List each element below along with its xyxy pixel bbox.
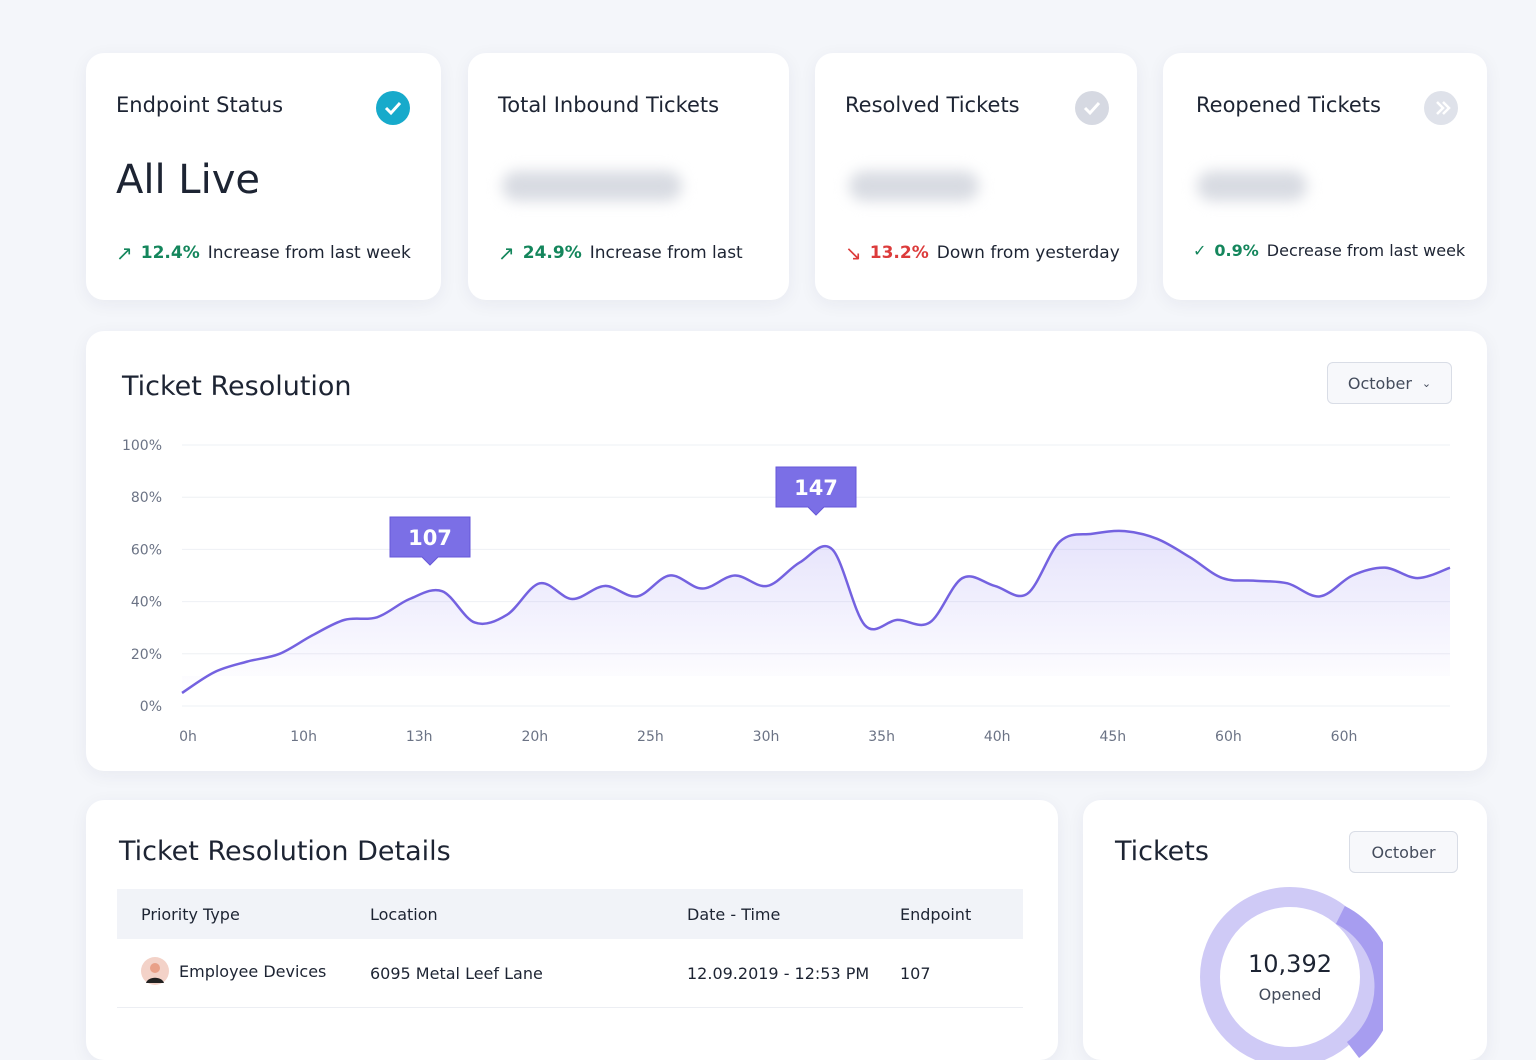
x-tick-label: 60h [1331, 729, 1358, 745]
details-card: Ticket Resolution Details Priority Type … [86, 800, 1058, 1060]
note-text: Down from yesterday [936, 243, 1120, 263]
details-table: Priority Type Location Date - Time Endpo… [117, 889, 1023, 1008]
change: 24.9% [522, 243, 582, 263]
card-note: ✓ 0.9% Decrease from last week [1193, 241, 1466, 260]
card-note: ↗ 24.9% Increase from last [498, 241, 743, 265]
card-title: Resolved Tickets [845, 93, 1020, 117]
y-tick-label: 20% [131, 647, 162, 663]
card-note: ↗ 12.4% Increase from last week [116, 241, 411, 265]
x-tick-label: 35h [868, 729, 895, 745]
row[interactable]: Employee Devices 6095 Metal Leef Lane 12… [117, 939, 1023, 1008]
x-tick-label: 20h [521, 729, 548, 745]
change: 12.4% [140, 243, 200, 263]
stat-card: Total Inbound Tickets ↗ 24.9% Increase fro… [468, 53, 789, 300]
blurred-value [849, 171, 979, 201]
status-icon [1424, 91, 1458, 125]
card-title: Total Inbound Tickets [498, 93, 720, 117]
x-tick-label: 30h [753, 729, 780, 745]
avatar [141, 957, 169, 985]
page: Endpoint Status All Live ↗ 12.4% Increase … [86, 53, 1487, 1060]
blurred-value [502, 171, 682, 201]
line-chart: 0% 20% 40% 60% 80% 100% 0h 10h 13h 20h 25h 30h 35h 40… [122, 438, 1451, 745]
tickets-title: Tickets [1115, 836, 1209, 867]
header: Priority Type [117, 889, 346, 939]
header: Date - Time [663, 889, 876, 939]
cell: 107 [876, 939, 1023, 1008]
callout-box [775, 466, 857, 516]
x-tick-label: 0h [179, 729, 197, 745]
stat-card: Reopened Tickets ✓ 0.9% Decrease from last… [1163, 53, 1487, 300]
callout-box [389, 516, 471, 566]
card-value: All Live [116, 157, 260, 203]
y-tick-label: 60% [131, 542, 162, 558]
details-title: Ticket Resolution Details [119, 836, 451, 867]
period-dropdown[interactable]: October [1349, 831, 1458, 873]
y-tick-label: 0% [140, 699, 162, 715]
priority: Employee Devices [179, 961, 327, 981]
change: 13.2% [869, 243, 929, 263]
total-label: Opened [1259, 985, 1322, 1004]
x-tick-label: 25h [637, 729, 664, 745]
callout-label: 147 [794, 476, 838, 500]
x-tick-label: 10h [290, 729, 317, 745]
stat-card: Endpoint Status All Live ↗ 12.4% Increase … [86, 53, 441, 300]
x-tick-label: 60h [1215, 729, 1242, 745]
status-icon [1075, 91, 1109, 125]
header-row: Priority Type Location Date - Time Endpo… [117, 889, 1023, 939]
total: 10,392 [1248, 950, 1332, 978]
y-tick-label: 40% [131, 595, 162, 611]
line [181, 529, 1451, 695]
card-title: Reopened Tickets [1196, 93, 1381, 117]
callout-label: 107 [408, 526, 452, 550]
header: Location [346, 889, 663, 939]
status-icon [376, 91, 410, 125]
period-dropdown[interactable]: October ⌄ [1327, 362, 1452, 404]
x-tick-label: 13h [406, 729, 433, 745]
note-text: Decrease from last week [1266, 241, 1466, 260]
period: October [1347, 373, 1412, 393]
y-tick-label: 100% [122, 438, 162, 454]
note-text: Increase from last [589, 243, 743, 263]
period: October [1371, 842, 1436, 862]
note-text: Increase from last week [207, 243, 411, 263]
cell: Employee Devices [117, 939, 346, 1008]
x-tick-label: 45h [1099, 729, 1126, 745]
blurred-value [1197, 171, 1307, 201]
cell: 6095 Metal Leef Lane [346, 939, 663, 1008]
card-note: ↘ 13.2% Down from yesterday [845, 241, 1120, 265]
chart-card: Ticket Resolution October ⌄ [86, 331, 1487, 771]
card-title: Endpoint Status [116, 93, 284, 117]
header: Endpoint [876, 889, 1023, 939]
cell: 12.09.2019 - 12:53 PM [663, 939, 876, 1008]
chart-title: Ticket Resolution [122, 371, 352, 402]
change: 0.9% [1214, 241, 1259, 260]
x-tick-label: 40h [984, 729, 1011, 745]
area [182, 530, 1450, 693]
y-tick-label: 80% [131, 490, 162, 506]
stat-card: Resolved Tickets ↘ 13.2% Down from yesterd… [815, 53, 1137, 300]
